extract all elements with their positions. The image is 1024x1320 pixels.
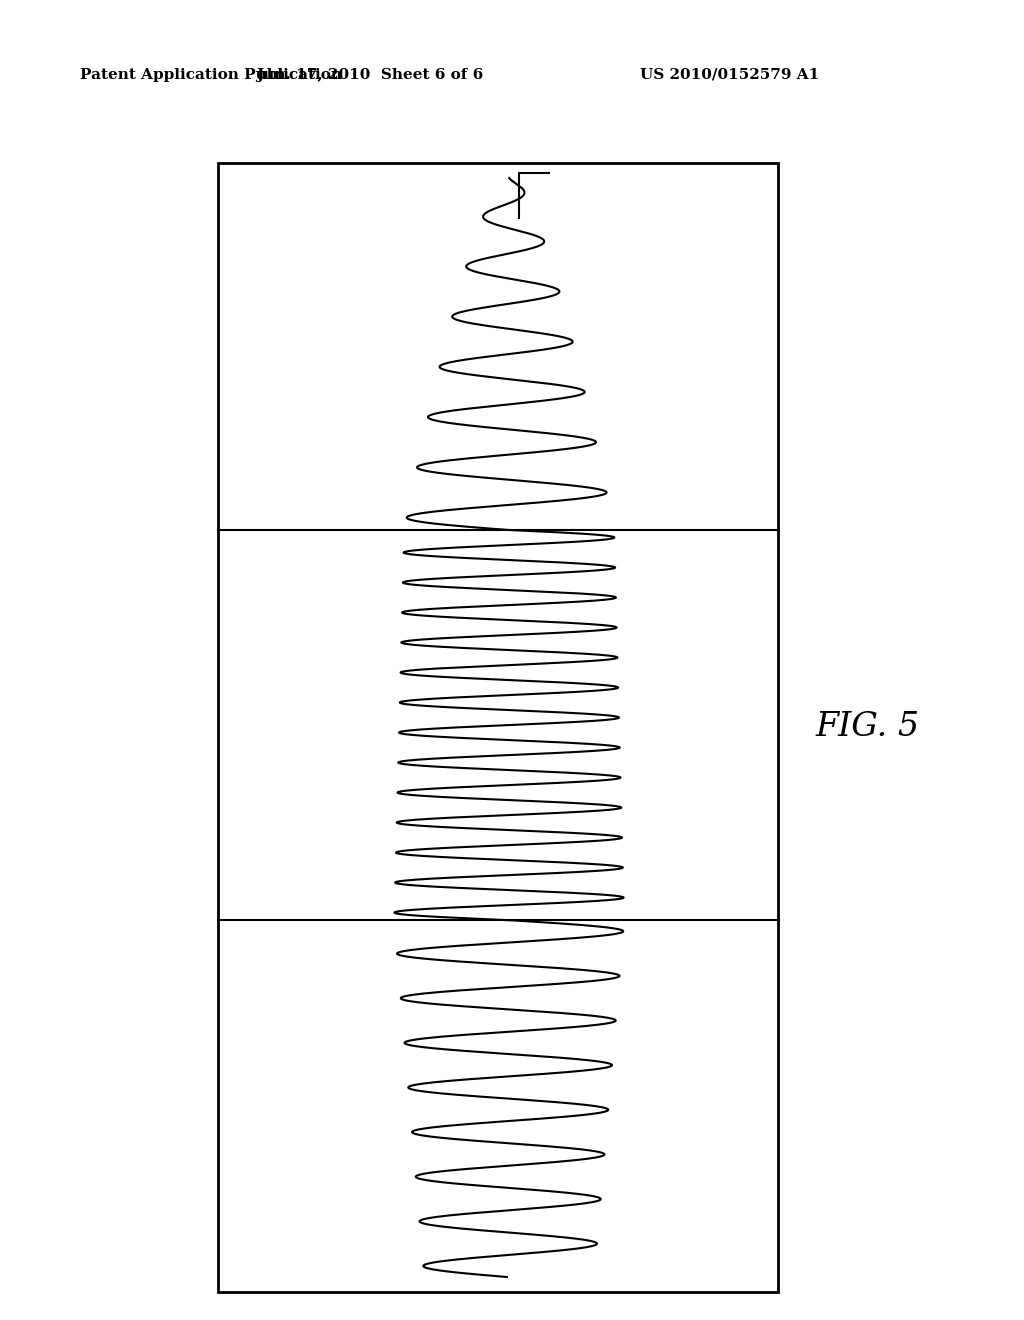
Bar — [218, 162, 778, 1292]
Text: FIG. 5: FIG. 5 — [816, 711, 920, 743]
Text: Jun. 17, 2010  Sheet 6 of 6: Jun. 17, 2010 Sheet 6 of 6 — [256, 69, 483, 82]
Text: US 2010/0152579 A1: US 2010/0152579 A1 — [640, 69, 819, 82]
Text: Patent Application Publication: Patent Application Publication — [80, 69, 342, 82]
